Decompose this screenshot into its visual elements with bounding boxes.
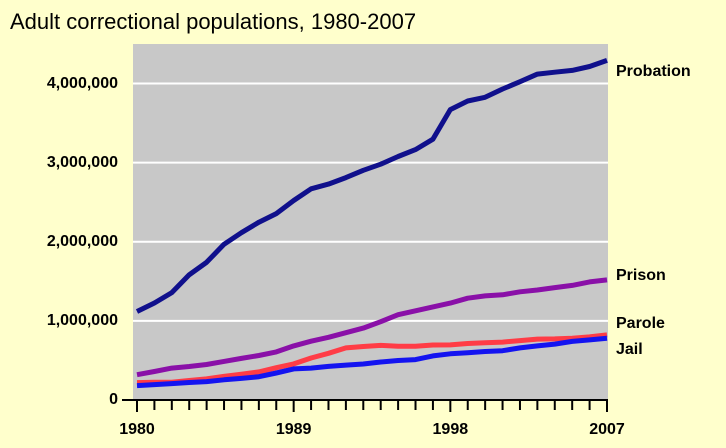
y-tick-label: 0 bbox=[109, 391, 118, 408]
x-tick-label: 1980 bbox=[119, 421, 155, 438]
chart-title: Adult correctional populations, 1980-200… bbox=[10, 9, 416, 34]
x-tick-label: 2007 bbox=[589, 421, 625, 438]
series-line bbox=[136, 332, 608, 386]
series-line bbox=[136, 335, 608, 389]
series-line bbox=[136, 277, 608, 378]
y-tick-label: 4,000,000 bbox=[47, 75, 118, 92]
series-label: Jail bbox=[616, 341, 643, 358]
x-tick-label: 1989 bbox=[276, 421, 312, 438]
y-tick-label: 2,000,000 bbox=[47, 233, 118, 250]
x-tick-label: 1998 bbox=[433, 421, 469, 438]
series-label: Probation bbox=[616, 63, 691, 80]
series-line bbox=[135, 58, 608, 314]
series-label: Prison bbox=[616, 267, 666, 284]
series-label: Parole bbox=[616, 315, 665, 332]
y-tick-label: 1,000,000 bbox=[47, 312, 118, 329]
y-tick-label: 3,000,000 bbox=[47, 154, 118, 171]
